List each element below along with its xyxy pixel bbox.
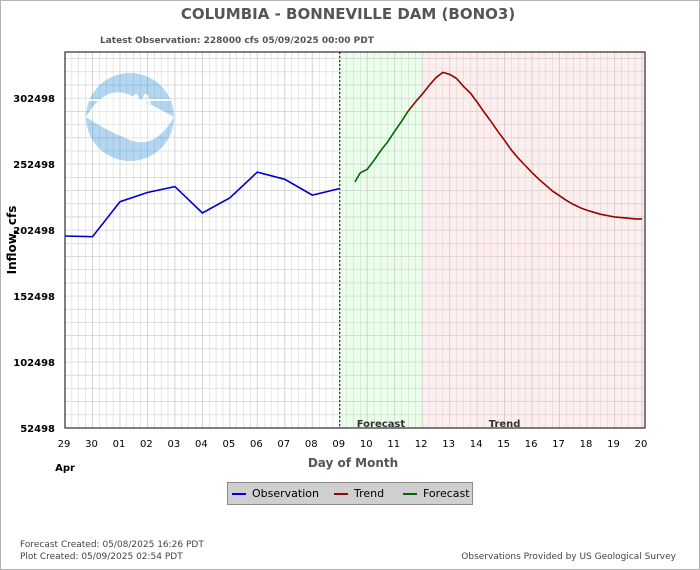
x-tick-label: 01 [113, 439, 126, 450]
latest-observation-text: Latest Observation: 228000 cfs 05/09/202… [100, 36, 375, 46]
series-line-forecast [354, 110, 410, 183]
y-tick-label: 302498 [13, 94, 55, 105]
y-tick-label: 202498 [13, 226, 55, 237]
x-tick-label: 13 [442, 439, 455, 450]
legend-label-forecast: Forecast [423, 487, 470, 500]
noaa-logo-circle [86, 73, 174, 161]
y-axis-label: Inflow, cfs [5, 206, 19, 275]
x-tick-label: 08 [305, 439, 318, 450]
x-tick-label: 12 [415, 439, 428, 450]
x-tick-label: 29 [58, 439, 71, 450]
x-tick-label: 16 [525, 439, 538, 450]
forecast-created-text: Forecast Created: 05/08/2025 16:26 PDT [20, 540, 204, 550]
trend-region [422, 52, 645, 428]
trend-region-label: Trend [489, 419, 521, 430]
x-tick-label: 03 [168, 439, 181, 450]
legend-item-trend: Trend [334, 487, 384, 500]
plot-border [64, 51, 646, 429]
y-tick-label: 252498 [13, 160, 55, 171]
legend-swatch-trend [334, 493, 348, 495]
y-tick-label: 152498 [13, 292, 55, 303]
x-tick-label: 10 [360, 439, 373, 450]
legend-swatch-forecast [403, 493, 417, 495]
x-tick-label: 07 [277, 439, 290, 450]
x-tick-label: 11 [387, 439, 400, 450]
x-tick-label: 20 [635, 439, 648, 450]
legend-item-observation: Observation [232, 487, 319, 500]
noaa-logo-text: NOAA [109, 93, 151, 108]
noaa-logo-icon: NOAA [86, 73, 174, 161]
legend-label-observation: Observation [252, 487, 319, 500]
x-tick-label: 06 [250, 439, 263, 450]
chart-legend: Observation Trend Forecast [227, 482, 473, 505]
legend-swatch-observation [232, 493, 246, 495]
x-tick-label: 30 [85, 439, 98, 450]
legend-label-trend: Trend [354, 487, 385, 500]
x-tick-label: 19 [607, 439, 620, 450]
x-tick-label: 02 [140, 439, 153, 450]
x-tick-label: 04 [195, 439, 208, 450]
series-line-observation [64, 171, 340, 238]
x-tick-label: 14 [470, 439, 483, 450]
noaa-logo-bird [86, 92, 174, 143]
x-month-label: Apr [55, 463, 75, 474]
x-tick-label: 18 [580, 439, 593, 450]
x-tick-label: 15 [497, 439, 510, 450]
y-tick-label: 102498 [13, 358, 55, 369]
legend-item-forecast: Forecast [403, 487, 470, 500]
x-axis-label: Day of Month [308, 456, 398, 470]
plot-created-text: Plot Created: 05/09/2025 02:54 PDT [20, 552, 183, 562]
chart-title: COLUMBIA - BONNEVILLE DAM (BONO3) [181, 5, 515, 23]
x-tick-label: 17 [552, 439, 565, 450]
series-line-trend [407, 71, 642, 220]
x-tick-label: 09 [332, 439, 345, 450]
y-tick-label: 52498 [20, 424, 55, 435]
forecast-region-label: Forecast [357, 419, 406, 430]
data-provider-text: Observations Provided by US Geological S… [461, 552, 676, 562]
x-tick-label: 05 [222, 439, 235, 450]
